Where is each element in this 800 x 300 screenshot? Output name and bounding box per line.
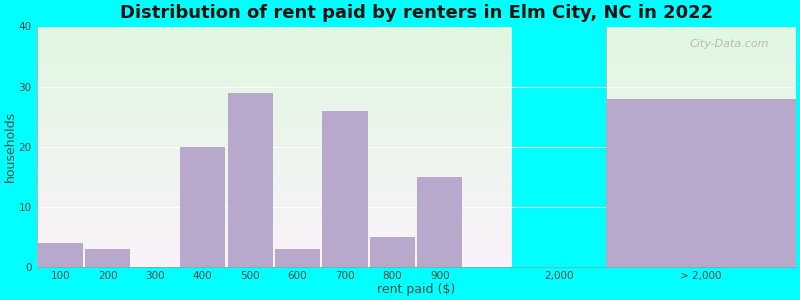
Bar bbox=[180, 146, 225, 267]
Bar bbox=[322, 110, 367, 267]
Bar bbox=[370, 237, 415, 267]
Title: Distribution of rent paid by renters in Elm City, NC in 2022: Distribution of rent paid by renters in … bbox=[120, 4, 713, 22]
Bar bbox=[38, 243, 83, 267]
Bar bbox=[606, 98, 796, 267]
Y-axis label: households: households bbox=[4, 111, 17, 182]
Bar bbox=[85, 249, 130, 267]
X-axis label: rent paid ($): rent paid ($) bbox=[377, 283, 455, 296]
Bar bbox=[418, 177, 462, 267]
Bar bbox=[275, 249, 320, 267]
Text: City-Data.com: City-Data.com bbox=[690, 38, 770, 49]
Bar bbox=[227, 92, 273, 267]
